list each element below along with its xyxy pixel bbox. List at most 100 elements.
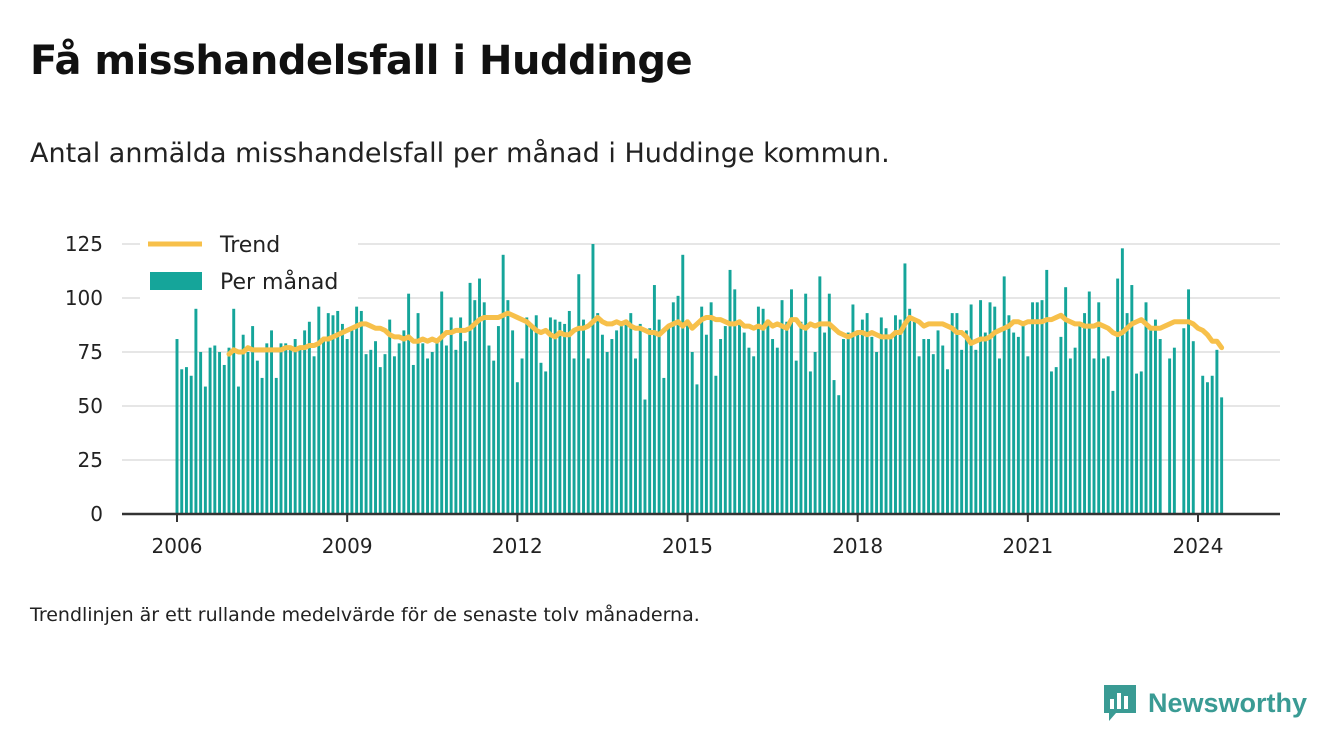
bar (1102, 358, 1105, 514)
bar (218, 352, 222, 514)
trend-line (226, 310, 1225, 357)
bar (922, 339, 926, 514)
bar (279, 343, 283, 514)
bar (931, 354, 935, 514)
bar (771, 339, 775, 514)
bar (1125, 313, 1129, 514)
bar (208, 347, 212, 514)
x-tick-label: 2009 (322, 534, 373, 558)
bar (180, 369, 184, 514)
bar (1139, 371, 1143, 514)
bar (794, 360, 798, 514)
bar (515, 382, 519, 514)
legend-trend-label: Trend (219, 233, 280, 258)
bar (1083, 313, 1087, 514)
bar (709, 302, 713, 514)
y-tick-label: 25 (78, 448, 103, 472)
x-tick-label: 2012 (492, 534, 543, 558)
bar (189, 375, 193, 514)
bar (449, 317, 453, 514)
bar (444, 345, 448, 514)
bar (908, 308, 912, 514)
bar (827, 293, 831, 514)
bar (355, 306, 359, 514)
bar (270, 330, 273, 514)
bar (1191, 341, 1195, 514)
bar (374, 341, 377, 514)
x-tick-label: 2015 (662, 534, 713, 558)
bar (251, 326, 255, 514)
bar (643, 399, 647, 514)
bar (785, 321, 789, 514)
bar (1054, 367, 1058, 514)
bar (846, 332, 850, 514)
bar (582, 319, 585, 514)
bar (983, 332, 987, 514)
chart-title: Få misshandelsfall i Huddinge (30, 38, 693, 84)
bar (577, 274, 581, 514)
bar (856, 330, 860, 514)
bar (993, 306, 997, 514)
bar (657, 319, 661, 514)
bar (596, 313, 600, 514)
brand[interactable]: Newsworthy (1102, 683, 1307, 723)
bar (520, 358, 524, 514)
bar (889, 336, 893, 514)
bar (1135, 373, 1139, 514)
bar (638, 323, 642, 514)
bar (241, 334, 245, 514)
bar (222, 364, 226, 514)
bar (553, 319, 557, 514)
bar (865, 313, 869, 514)
bar (1059, 336, 1063, 514)
bar (482, 302, 486, 514)
bars (175, 244, 1224, 515)
bar (605, 352, 609, 514)
bar (723, 326, 727, 514)
bar (634, 358, 637, 514)
bar (421, 343, 425, 514)
x-axis: 2006 2009 2012 2015 2018 2021 2024 (122, 512, 1280, 558)
bar (738, 319, 741, 514)
bar (728, 269, 732, 514)
bar (955, 313, 959, 514)
bar (780, 300, 784, 514)
bar (974, 349, 978, 514)
bar (407, 293, 411, 514)
bar (501, 254, 505, 515)
y-tick-label: 75 (78, 340, 103, 364)
bar (194, 308, 198, 514)
bar (964, 330, 968, 514)
bar (203, 386, 207, 514)
bar (496, 326, 500, 514)
bar (454, 349, 458, 514)
bar (875, 352, 879, 514)
bar (435, 341, 439, 514)
bar (790, 289, 793, 514)
bar (232, 308, 236, 514)
bar (988, 302, 992, 514)
bar (818, 276, 822, 514)
bar (610, 339, 614, 514)
bar (265, 343, 269, 514)
y-tick-label: 50 (78, 394, 103, 418)
bar (747, 347, 751, 514)
bar (662, 377, 666, 514)
bar (364, 354, 368, 514)
bar (695, 384, 699, 514)
bar (440, 291, 444, 514)
bar (1201, 375, 1205, 514)
bar (912, 321, 916, 514)
bar (775, 347, 779, 514)
bar (808, 371, 812, 514)
bar (1016, 336, 1020, 514)
bar (288, 345, 292, 514)
bar (903, 263, 907, 514)
bar (1031, 302, 1035, 514)
bar (1040, 300, 1044, 514)
bar (411, 364, 415, 514)
bar (1149, 326, 1153, 514)
legend-bar-label: Per månad (220, 269, 338, 295)
bar (756, 306, 760, 514)
bar (402, 330, 406, 514)
